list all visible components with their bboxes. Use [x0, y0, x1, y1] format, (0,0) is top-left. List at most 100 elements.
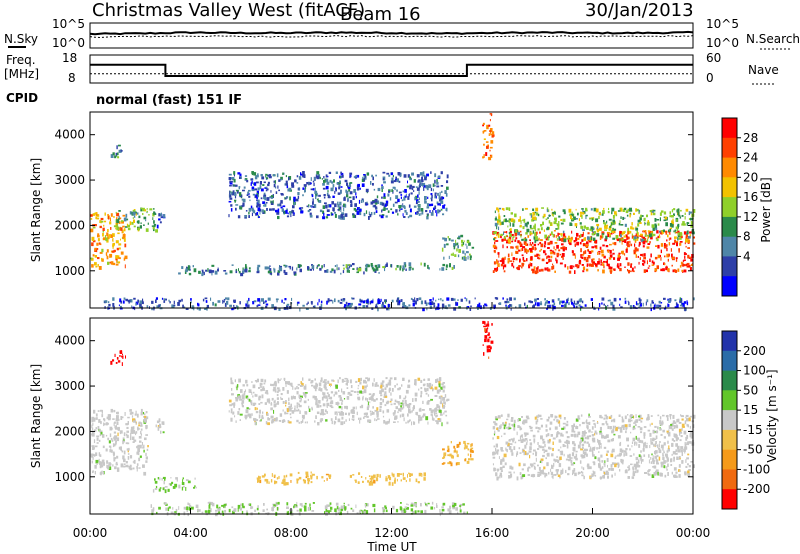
heatmap-cell: [651, 474, 655, 478]
heatmap-cell: [655, 227, 658, 231]
heatmap-cell: [256, 205, 259, 208]
heatmap-cell: [551, 208, 553, 211]
heatmap-cell: [686, 441, 690, 446]
heatmap-cell: [281, 419, 284, 423]
heatmap-cell: [576, 233, 579, 237]
heatmap-cell: [552, 211, 555, 214]
heatmap-cell: [459, 503, 463, 506]
heatmap-cell: [106, 464, 108, 469]
heatmap-cell: [635, 227, 639, 231]
heatmap-cell: [429, 299, 432, 302]
heatmap-cell: [571, 219, 575, 222]
heatmap-cell: [322, 391, 324, 395]
heatmap-cell: [518, 439, 521, 442]
heatmap-cell: [234, 184, 238, 187]
heatmap-cell: [182, 479, 184, 483]
heatmap-cell: [384, 396, 388, 398]
heatmap-cell: [300, 385, 303, 387]
heatmap-cell: [344, 509, 346, 511]
heatmap-cell: [429, 408, 432, 411]
heatmap-cell: [188, 506, 191, 511]
heatmap-cell: [314, 177, 316, 181]
heatmap-cell: [466, 306, 470, 308]
heatmap-cell: [466, 245, 468, 249]
heatmap-cell: [553, 301, 555, 303]
heatmap-cell: [639, 301, 642, 305]
heatmap-cell: [339, 176, 342, 179]
heatmap-cell: [610, 266, 613, 270]
heatmap-cell: [627, 476, 630, 479]
heatmap-cell: [509, 443, 512, 445]
heatmap-cell: [305, 396, 307, 399]
heatmap-cell: [131, 411, 134, 415]
heatmap-cell: [122, 234, 126, 238]
heatmap-cell: [326, 477, 328, 481]
heatmap-cell: [418, 213, 420, 216]
heatmap-cell: [105, 237, 108, 242]
heatmap-cell: [105, 434, 108, 437]
heatmap-cell: [327, 194, 330, 199]
heatmap-cell: [228, 399, 232, 403]
heatmap-cell: [416, 412, 418, 416]
heatmap-cell: [350, 409, 353, 414]
heatmap-cell: [603, 265, 605, 269]
heatmap-cell: [91, 445, 95, 447]
heatmap-cell: [679, 299, 683, 303]
heatmap-cell: [561, 304, 564, 307]
heatmap-cell: [564, 445, 567, 447]
heatmap-cell: [557, 432, 560, 435]
heatmap-cell: [247, 191, 249, 195]
heatmap-cell: [619, 448, 623, 453]
heatmap-cell: [427, 421, 429, 425]
heatmap-cell: [316, 266, 318, 269]
heatmap-cell: [382, 178, 385, 181]
heatmap-cell: [492, 270, 495, 273]
heatmap-cell: [656, 265, 659, 270]
heatmap-cell: [316, 215, 319, 219]
heatmap-cell: [248, 207, 252, 211]
heatmap-cell: [524, 237, 527, 239]
heatmap-cell: [331, 420, 333, 425]
heatmap-cell: [122, 440, 124, 445]
heatmap-cell: [492, 451, 495, 456]
heatmap-cell: [598, 212, 601, 216]
heatmap-cell: [526, 452, 529, 455]
heatmap-cell: [503, 237, 506, 241]
heatmap-cell: [318, 298, 320, 303]
heatmap-cell: [440, 413, 443, 416]
heatmap-cell: [666, 450, 669, 453]
heatmap-cell: [228, 177, 231, 180]
heatmap-cell: [554, 219, 557, 222]
heatmap-cell: [627, 230, 630, 235]
heatmap-cell: [379, 408, 382, 412]
heatmap-cell: [142, 298, 144, 303]
heatmap-cell: [582, 431, 585, 433]
heatmap-cell: [501, 260, 505, 265]
heatmap-cell: [237, 411, 240, 415]
heatmap-cell: [499, 302, 502, 305]
heatmap-cell: [676, 242, 678, 247]
heatmap-cell: [303, 505, 307, 509]
heatmap-cell: [588, 435, 592, 438]
heatmap-cell: [294, 408, 296, 412]
heatmap-cell: [394, 201, 398, 204]
heatmap-cell: [687, 453, 690, 456]
heatmap-cell: [605, 224, 609, 227]
heatmap-cell: [388, 303, 390, 308]
heatmap-cell: [644, 230, 647, 234]
station-title: Christmas Valley West (fitACF): [92, 0, 365, 21]
heatmap-cell: [500, 233, 503, 236]
heatmap-cell: [442, 403, 444, 408]
heatmap-cell: [251, 381, 253, 383]
heatmap-cell: [400, 405, 403, 408]
heatmap-cell: [322, 183, 325, 186]
heatmap-cell: [547, 255, 550, 257]
heatmap-cell: [612, 304, 615, 308]
heatmap-cell: [627, 227, 630, 232]
heatmap-cell: [499, 222, 502, 226]
heatmap-cell: [290, 213, 292, 218]
heatmap-cell: [676, 445, 680, 450]
heatmap-cell: [288, 265, 291, 268]
heatmap-cell: [560, 233, 563, 236]
heatmap-cell: [669, 414, 672, 416]
